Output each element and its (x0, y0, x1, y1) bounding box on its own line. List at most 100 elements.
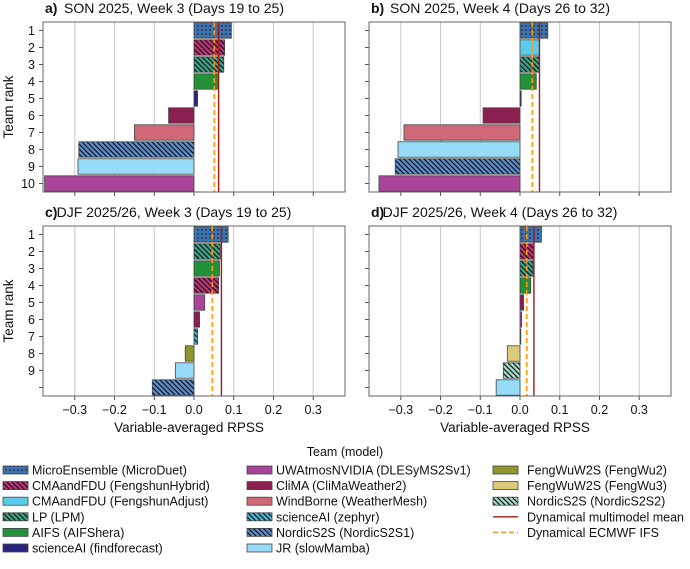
x-axis-label: Variable-averaged RPSS (114, 420, 264, 435)
rank-label: 6 (28, 109, 35, 123)
panel-label: b) (371, 0, 384, 16)
rank-label: 2 (28, 41, 35, 55)
y-axis-label: Team rank (1, 279, 16, 342)
legend-swatch (2, 512, 29, 522)
bar-1 (519, 22, 549, 39)
x-axis-label: Variable-averaged RPSS (440, 420, 590, 435)
panel-label: c) (45, 204, 57, 220)
bar-3 (193, 56, 225, 73)
plot-frame (42, 21, 346, 193)
rank-label: 1 (28, 228, 35, 242)
x-tick-label: 0.1 (551, 403, 568, 417)
legend-item: LP (LPM) (2, 510, 85, 524)
legend-label: CliMA (CliMaWeather2) (276, 479, 406, 493)
x-tick-label: −0.1 (468, 403, 493, 417)
legend-label: LP (LPM) (32, 510, 85, 524)
rank-label: 5 (28, 296, 35, 310)
bar-2 (193, 243, 221, 260)
panel-label: a) (45, 0, 57, 16)
bar-4 (519, 277, 532, 294)
bar-4 (519, 73, 537, 90)
rank-label: 4 (28, 279, 35, 293)
x-tick-label: 0.1 (225, 403, 242, 417)
panel-title: SON 2025, Week 3 (Days 19 to 25) (64, 0, 284, 16)
bar-9 (394, 158, 521, 175)
legend-label: UWAtmosNVIDIA (DLESyMS2Sv1) (276, 464, 471, 478)
legend-item: NordicS2S (NordicS2S1) (246, 526, 414, 540)
bar-3 (193, 260, 220, 277)
x-tick-label: 0.3 (305, 403, 322, 417)
legend-item: CliMA (CliMaWeather2) (246, 479, 406, 493)
legend-label: NordicS2S (NordicS2S2) (527, 495, 665, 509)
bar-4 (193, 277, 220, 294)
panel-label: d) (371, 204, 384, 220)
bar-1 (519, 226, 542, 243)
legend-item: WindBorne (WeatherMesh) (246, 495, 427, 509)
legend-swatch (2, 543, 29, 553)
legend-item: scienceAI (findforecast) (2, 542, 163, 556)
plot-frame (368, 225, 672, 397)
legend-label: JR (slowMamba) (276, 542, 370, 556)
legend: Team (model)MicroEnsemble (MicroDuet)CMA… (2, 445, 684, 556)
legend-label: FengWuW2S (FengWu3) (527, 479, 667, 493)
x-tick-label: 0.2 (265, 403, 282, 417)
x-tick-label: 0.2 (591, 403, 608, 417)
legend-label: NordicS2S (NordicS2S1) (276, 526, 414, 540)
legend-swatch (2, 528, 29, 537)
x-tick-label: −0.1 (142, 403, 167, 417)
legend-label: CMAandFDU (FengshunHybrid) (32, 479, 210, 493)
legend-swatch (492, 481, 519, 491)
rank-label: 4 (28, 75, 35, 89)
panel-c: 1 2 3 4 5 6 7 8 9 c) DJF 2025/26, Week 3 (Days 19 … (1, 204, 346, 435)
bar-7 (133, 124, 195, 141)
legend-swatch (2, 481, 29, 491)
bar-2 (519, 39, 540, 56)
legend-item: CMAandFDU (FengshunAdjust) (2, 495, 208, 509)
bar-9 (502, 362, 521, 379)
bar-8 (397, 141, 521, 158)
bar-10 (378, 175, 521, 192)
plot-frame (42, 225, 346, 397)
legend-label: Dynamical multimodel mean (527, 510, 684, 524)
x-tick-label: 0.0 (511, 403, 528, 417)
bar-8 (506, 345, 521, 362)
bar-6 (519, 311, 522, 328)
legend-swatch (246, 528, 273, 537)
panel-title: DJF 2025/26, Week 3 (Days 19 to 25) (57, 204, 292, 220)
legend-label: Dynamical ECMWF IFS (527, 526, 659, 540)
panel-title: SON 2025, Week 4 (Days 26 to 32) (390, 0, 610, 16)
bar-9 (174, 362, 195, 379)
rank-label: 7 (28, 126, 35, 140)
bar-8 (184, 345, 195, 362)
bar-10 (151, 379, 195, 396)
legend-item: FengWuW2S (FengWu2) (492, 464, 667, 478)
x-tick-label: −0.3 (388, 403, 413, 417)
legend-item: FengWuW2S (FengWu3) (492, 479, 667, 493)
bar-6 (168, 107, 195, 124)
rank-label: 2 (28, 245, 35, 259)
legend-swatch (246, 465, 273, 475)
bar-6 (482, 107, 521, 124)
legend-item: UWAtmosNVIDIA (DLESyMS2Sv1) (246, 464, 471, 478)
rank-label: 7 (28, 330, 35, 344)
legend-item: Dynamical multimodel mean (493, 510, 684, 524)
bar-1 (193, 22, 232, 39)
bar-5 (519, 90, 522, 107)
rank-label: 3 (28, 58, 35, 72)
legend-label: AIFS (AIFShera) (32, 526, 124, 540)
rank-label: 3 (28, 262, 35, 276)
bar-10 (44, 175, 195, 192)
bar-2 (193, 39, 225, 56)
bar-5 (193, 90, 198, 107)
panel-a: 1 2 3 4 5 6 7 8 9 10 a) SON 2025, Week 3 (Days 19 t… (1, 0, 346, 196)
bar-9 (77, 158, 195, 175)
bar-3 (519, 56, 540, 73)
legend-item: JR (slowMamba) (246, 542, 370, 556)
legend-item: AIFS (AIFShera) (2, 526, 124, 540)
rank-label: 6 (28, 313, 35, 327)
legend-label: scienceAI (findforecast) (32, 542, 163, 556)
bar-8 (78, 141, 195, 158)
bar-5 (519, 294, 524, 311)
